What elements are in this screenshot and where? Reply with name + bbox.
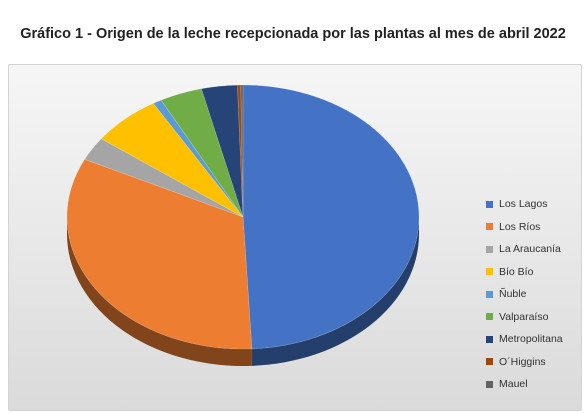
legend-item-o-higgins: O´Higgins [486, 351, 586, 374]
legend-label: Ñuble [499, 288, 527, 301]
legend-label: Bío Bío [499, 265, 534, 278]
pie-slice-o-higgins [237, 84, 244, 218]
legend-swatch [486, 313, 493, 321]
legend-item-nuble: Ñuble [486, 283, 586, 306]
legend-swatch [486, 268, 493, 276]
legend-label: Los Lagos [499, 198, 548, 211]
legend-item-mauel: Mauel [486, 373, 586, 396]
legend-label: La Araucanía [499, 243, 561, 256]
chart-title: Gráfico 1 - Origen de la leche recepcion… [20, 26, 566, 42]
legend-swatch [486, 358, 493, 366]
legend-swatch [486, 290, 493, 298]
legend-swatch [486, 223, 493, 231]
legend-label: Mauel [499, 378, 528, 391]
pie-side-los-rios [67, 217, 252, 366]
legend-item-valparaiso: Valparaíso [486, 306, 586, 329]
legend-item-los-lagos: Los Lagos [486, 193, 586, 216]
legend-label: Valparaíso [499, 310, 549, 323]
pie-slice-la-araucania [84, 138, 244, 218]
legend-label: Metropolitana [499, 333, 563, 346]
legend-item-metropolitana: Metropolitana [486, 328, 586, 351]
legend-swatch [486, 200, 493, 208]
pie-slice-nuble [152, 99, 244, 218]
legend-item-los-rios: Los Ríos [486, 216, 586, 239]
pie-slice-los-rios [66, 158, 253, 350]
pie-slice-valparaiso [160, 88, 244, 218]
legend-item-la-araucania: La Araucanía [486, 238, 586, 261]
legend-item-bio-bio: Bío Bío [486, 261, 586, 284]
legend-label: O´Higgins [499, 355, 546, 368]
pie-chart [66, 84, 420, 366]
legend-swatch [486, 335, 493, 343]
legend-swatch [486, 245, 493, 253]
legend-label: Los Ríos [499, 220, 541, 233]
chart-plot-area: Los Lagos Los Ríos La Araucanía Bío Bío Ñubl… [8, 64, 582, 411]
legend-swatch [486, 380, 493, 388]
chart-legend: Los Lagos Los Ríos La Araucanía Bío Bío Ñubl… [486, 193, 586, 396]
pie-slice-mauel [240, 84, 244, 218]
pie-slice-bio-bio [100, 103, 244, 218]
pie-slice-los-lagos [242, 84, 420, 350]
pie-side-los-lagos [251, 217, 419, 366]
pie-slice-metropolitana [200, 84, 244, 218]
